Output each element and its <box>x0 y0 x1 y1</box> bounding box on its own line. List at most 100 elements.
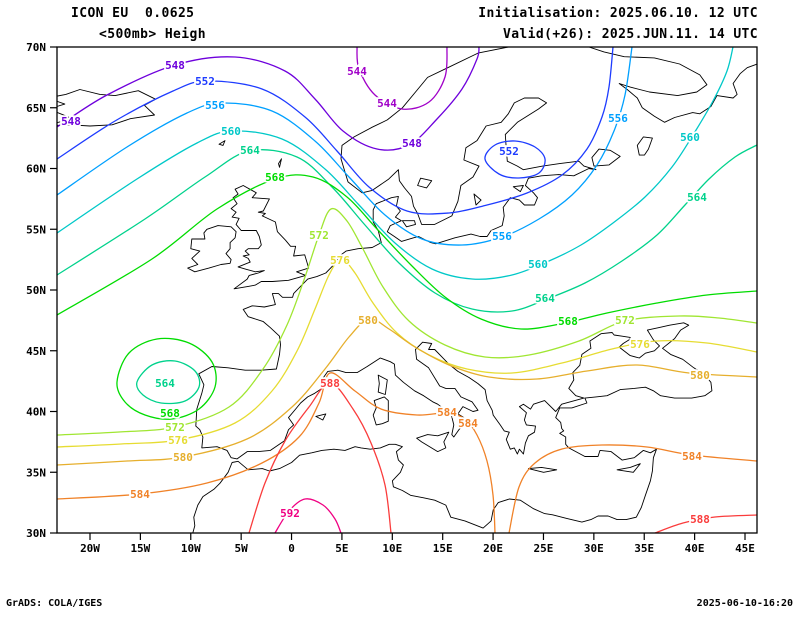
contour-label-580: 580 <box>690 369 710 382</box>
coastline-ireland <box>187 225 237 273</box>
contour-lines <box>57 47 757 533</box>
contour-584 <box>57 372 496 533</box>
contour-label-564: 564 <box>687 191 707 204</box>
contour-label-548: 548 <box>402 137 422 150</box>
coastline-sicily <box>416 431 450 453</box>
coastline-lake-vanern <box>417 177 433 189</box>
contour-588 <box>248 382 392 533</box>
lat-label: 50N <box>26 284 46 297</box>
contour-568 <box>116 337 217 420</box>
contour-label-548: 548 <box>61 115 81 128</box>
coastline-lake-ladoga <box>591 148 621 167</box>
lat-label: 55N <box>26 223 46 236</box>
contour-label-584: 584 <box>130 488 150 501</box>
contour-584 <box>508 444 757 533</box>
contour-label-544: 544 <box>377 97 397 110</box>
contour-label-560: 560 <box>680 131 700 144</box>
coastline-saaremaa <box>512 185 524 193</box>
coastline-cyprus <box>616 463 641 473</box>
lat-label: 65N <box>26 102 46 115</box>
contour-label-584: 584 <box>458 417 478 430</box>
contour-568 <box>57 174 757 330</box>
contour-label-564: 564 <box>155 377 175 390</box>
contour-label-584: 584 <box>682 450 702 463</box>
contour-label-564: 564 <box>240 144 260 157</box>
lon-label: 30E <box>584 542 604 555</box>
coastlines <box>57 47 757 533</box>
contour-label-576: 576 <box>168 434 188 447</box>
lat-label: 40N <box>26 406 46 419</box>
lon-label: 15W <box>130 542 150 555</box>
contour-label-544: 544 <box>347 65 367 78</box>
contour-label-568: 568 <box>265 171 285 184</box>
contour-label-572: 572 <box>309 229 329 242</box>
lat-label: 60N <box>26 163 46 176</box>
lon-label: 0 <box>288 542 295 555</box>
contour-592 <box>274 498 342 533</box>
coastline-zealand <box>401 220 416 228</box>
contour-label-580: 580 <box>358 314 378 327</box>
lon-label: 45E <box>735 542 755 555</box>
contour-label-560: 560 <box>221 125 241 138</box>
contour-label-580: 580 <box>173 451 193 464</box>
lon-label: 15E <box>433 542 453 555</box>
contour-564 <box>57 144 757 313</box>
contour-labels: 544 544 548 548 548 552 552 556 556 556 560 560 560 5… <box>59 57 711 528</box>
contour-label-576: 576 <box>330 254 350 267</box>
lon-label: 35E <box>634 542 654 555</box>
contour-label-592: 592 <box>280 507 300 520</box>
contour-label-552: 552 <box>499 145 519 158</box>
contour-label-588: 588 <box>320 377 340 390</box>
coastline-crete <box>527 466 558 473</box>
coastline-corsica <box>377 374 388 395</box>
field-title: <500mb> Heigh <box>99 27 206 42</box>
creation-timestamp: 2025-06-10-16:20 <box>696 598 793 609</box>
contour-label-568: 568 <box>558 315 578 328</box>
contour-556 <box>57 47 633 246</box>
init-time-label: Initialisation: 2025.06.10. 12 UTC <box>478 6 758 21</box>
contour-label-584: 584 <box>437 406 457 419</box>
contour-label-548: 548 <box>165 59 185 72</box>
coastline-great-britain <box>230 185 310 290</box>
lon-label: 20E <box>483 542 503 555</box>
contour-576 <box>57 258 757 448</box>
contour-552 <box>57 47 614 215</box>
contour-572 <box>57 207 757 436</box>
contour-label-572: 572 <box>165 421 185 434</box>
contour-label-556: 556 <box>608 112 628 125</box>
lon-label: 10W <box>181 542 201 555</box>
coastline-shetland <box>278 158 282 168</box>
contour-564 <box>136 360 201 405</box>
axis-ticks <box>50 46 746 540</box>
lon-label: 25E <box>534 542 554 555</box>
model-title: ICON EU 0.0625 <box>71 6 195 21</box>
lat-label: 70N <box>26 41 46 54</box>
coastline-lake-onega <box>636 136 653 156</box>
contour-label-560: 560 <box>528 258 548 271</box>
lat-label: 45N <box>26 345 46 358</box>
contour-label-556: 556 <box>492 230 512 243</box>
map-frame <box>56 46 758 534</box>
contour-560 <box>57 47 734 280</box>
coastline-gotland <box>473 193 482 206</box>
coastline-sardinia <box>372 396 389 426</box>
contour-label-552: 552 <box>195 75 215 88</box>
contour-548 <box>57 47 480 151</box>
coastline-iceland <box>57 89 156 127</box>
contour-544 <box>356 47 448 110</box>
contour-label-576: 576 <box>630 338 650 351</box>
contour-label-556: 556 <box>205 99 225 112</box>
lon-label: 5E <box>335 542 348 555</box>
coastline-faroe <box>218 140 226 146</box>
coastline-kola-whitesea <box>588 47 757 123</box>
grads-credit: GrADS: COLA/IGES <box>6 598 103 609</box>
lat-label: 35N <box>26 466 46 479</box>
lon-label: 20W <box>80 542 100 555</box>
contour-label-568: 568 <box>160 407 180 420</box>
lon-label: 5W <box>235 542 249 555</box>
contour-588 <box>654 514 757 533</box>
contour-label-572: 572 <box>615 314 635 327</box>
axis-labels: 70N 65N 60N 55N 50N 45N 40N 35N 30N 20W 15W 10W 5W 0 5… <box>26 41 755 555</box>
contour-label-588: 588 <box>690 513 710 526</box>
